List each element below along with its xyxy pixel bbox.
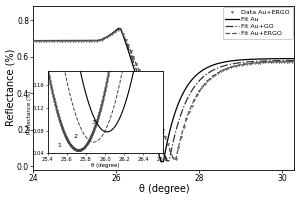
Data Au+ERGO bbox=[169, 150, 172, 153]
Fit Au+ERGO bbox=[77, 39, 80, 42]
X-axis label: θ (degree): θ (degree) bbox=[139, 184, 189, 194]
Fit Au+ERGO bbox=[61, 39, 65, 42]
Data Au+ERGO bbox=[285, 60, 288, 63]
Fit Au bbox=[159, 160, 163, 163]
Fit Au bbox=[116, 27, 120, 30]
Data Au+ERGO bbox=[92, 39, 96, 42]
Data Au+ERGO bbox=[118, 28, 122, 30]
Data Au+ERGO bbox=[192, 99, 196, 101]
Fit Au+GO bbox=[116, 28, 120, 30]
Fit Au+GO bbox=[288, 59, 291, 62]
Fit Au+GO bbox=[292, 59, 296, 62]
Y-axis label: Reflectance (%): Reflectance (%) bbox=[6, 49, 16, 126]
Fit Au bbox=[260, 58, 263, 60]
Fit Au+GO bbox=[260, 60, 263, 62]
Fit Au bbox=[288, 57, 291, 60]
Fit Au+ERGO bbox=[292, 60, 296, 63]
Data Au+ERGO bbox=[82, 39, 85, 42]
Fit Au bbox=[32, 39, 35, 42]
Fit Au+ERGO bbox=[132, 56, 135, 59]
Fit Au bbox=[292, 57, 296, 60]
Fit Au+ERGO bbox=[143, 84, 147, 86]
Data Au+ERGO bbox=[32, 39, 35, 42]
Fit Au+GO bbox=[165, 160, 169, 162]
Data Au+ERGO bbox=[174, 158, 178, 160]
Fit Au+GO bbox=[77, 39, 80, 42]
Fit Au+GO bbox=[61, 39, 65, 42]
Fit Au+ERGO bbox=[172, 158, 175, 160]
Line: Fit Au+GO: Fit Au+GO bbox=[33, 29, 294, 161]
Data Au+ERGO bbox=[277, 61, 281, 63]
Fit Au+ERGO bbox=[32, 39, 35, 42]
Fit Au bbox=[77, 39, 80, 42]
Data Au+ERGO bbox=[292, 60, 296, 63]
Fit Au+ERGO bbox=[260, 61, 263, 64]
Fit Au bbox=[132, 66, 135, 68]
Fit Au bbox=[61, 39, 65, 42]
Line: Fit Au+ERGO: Fit Au+ERGO bbox=[33, 29, 294, 159]
Fit Au+GO bbox=[132, 61, 135, 63]
Fit Au+GO bbox=[143, 93, 147, 95]
Line: Data Au+ERGO: Data Au+ERGO bbox=[32, 28, 296, 160]
Fit Au+ERGO bbox=[288, 60, 291, 63]
Legend: Data Au+ERGO, Fit Au, Fit Au+GO, Fit Au+ERGO: Data Au+ERGO, Fit Au, Fit Au+GO, Fit Au+… bbox=[223, 7, 292, 39]
Line: Fit Au: Fit Au bbox=[33, 28, 294, 162]
Fit Au+ERGO bbox=[116, 28, 120, 30]
Fit Au+GO bbox=[32, 39, 35, 42]
Fit Au bbox=[143, 104, 147, 106]
